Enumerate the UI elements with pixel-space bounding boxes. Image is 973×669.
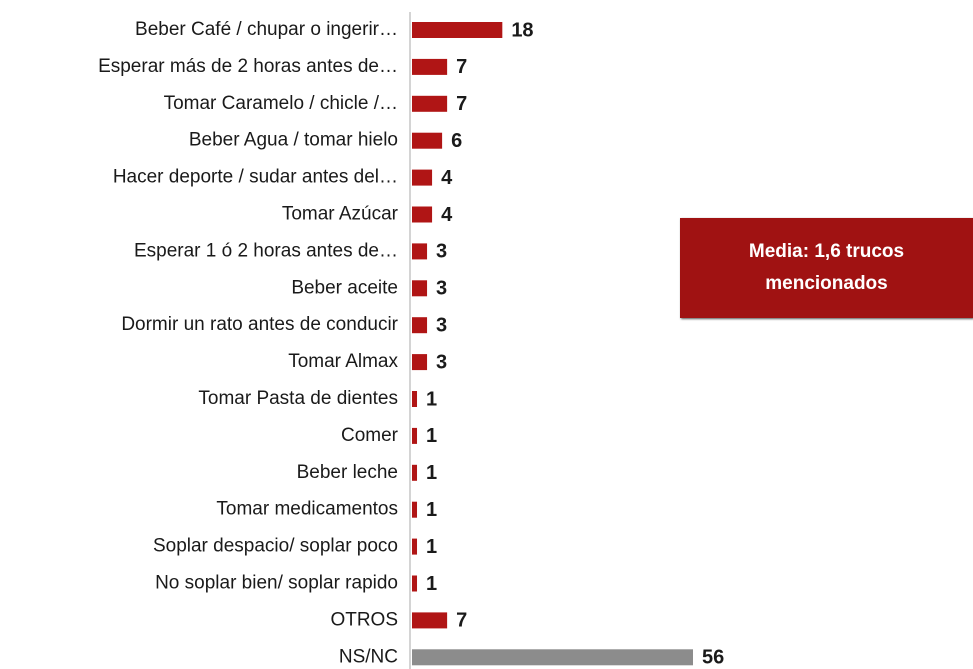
value-label: 1: [426, 499, 437, 521]
category-label: Esperar 1 ó 2 horas antes de…: [134, 240, 398, 261]
category-label: OTROS: [330, 609, 398, 630]
value-label: 1: [426, 536, 437, 558]
category-label: Beber leche: [297, 462, 398, 483]
category-label: Tomar Pasta de dientes: [198, 388, 398, 409]
category-label: Comer: [341, 425, 399, 446]
category-label: Tomar Almax: [288, 351, 398, 372]
category-label: Beber Café / chupar o ingerir…: [135, 19, 398, 40]
value-label: 18: [511, 19, 533, 41]
category-label: Tomar medicamentos: [216, 499, 398, 520]
bar: [412, 95, 448, 112]
value-label: 3: [436, 241, 447, 263]
value-label: 56: [702, 647, 724, 669]
value-label: 7: [456, 56, 467, 78]
bar: [412, 58, 448, 75]
value-label: 4: [441, 204, 453, 226]
value-label: 1: [426, 425, 437, 447]
value-label: 1: [426, 388, 437, 410]
category-label: Beber aceite: [291, 277, 398, 298]
category-label: NS/NC: [339, 646, 398, 667]
value-label: 1: [426, 462, 437, 484]
bar: [412, 354, 428, 371]
bar: [412, 391, 418, 407]
bar: [412, 206, 433, 223]
category-label: Tomar Azúcar: [282, 204, 399, 225]
category-label: Beber Agua / tomar hielo: [189, 130, 398, 151]
category-label: Hacer deporte / sudar antes del…: [113, 167, 398, 188]
category-label: Esperar más de 2 horas antes de…: [98, 56, 398, 77]
bar: [412, 169, 433, 186]
bar: [412, 243, 428, 260]
bar: [412, 132, 443, 149]
bar: [412, 317, 428, 334]
value-label: 4: [441, 167, 453, 189]
value-label: 1: [426, 573, 437, 595]
bar: [412, 464, 418, 481]
category-label: Dormir un rato antes de conducir: [121, 314, 398, 335]
value-label: 3: [436, 314, 447, 336]
category-label: No soplar bien/ soplar rapido: [155, 573, 398, 594]
bar: [412, 612, 448, 629]
category-label: Tomar Caramelo / chicle /…: [164, 93, 398, 114]
bar: [412, 280, 428, 297]
bar: [412, 538, 418, 555]
value-label: 3: [436, 278, 447, 300]
bar: [412, 501, 418, 518]
value-label: 3: [436, 351, 447, 373]
bar: [412, 649, 693, 666]
bar: [412, 22, 503, 38]
value-label: 7: [456, 93, 467, 115]
annotation: Media: 1,6 trucos mencionados: [680, 218, 973, 318]
category-label: Soplar despacio/ soplar poco: [153, 536, 398, 557]
bar: [412, 575, 418, 592]
value-label: 6: [451, 130, 462, 152]
bar: [412, 427, 418, 444]
value-label: 7: [456, 610, 467, 632]
